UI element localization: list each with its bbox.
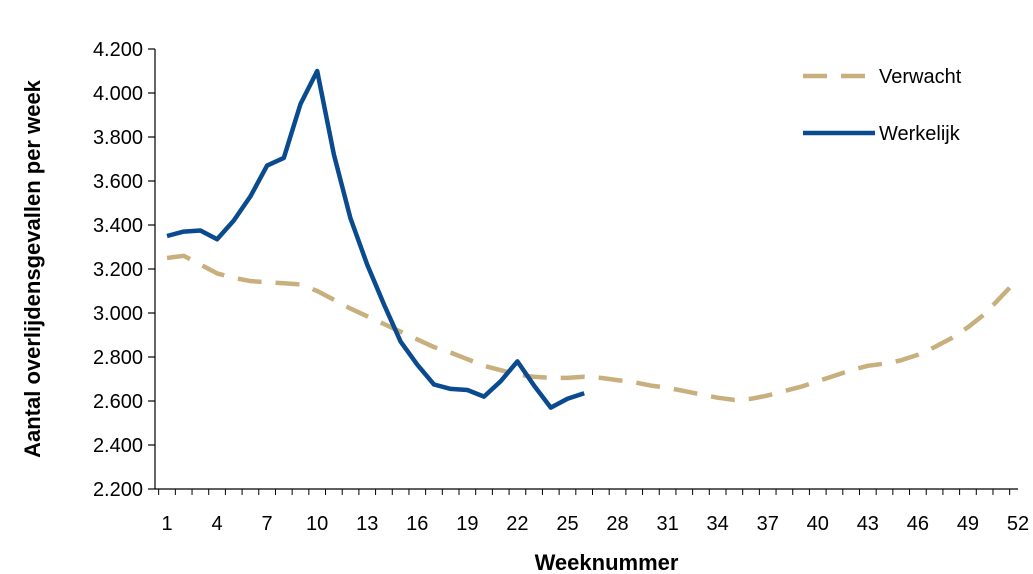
x-tick-label: 4 bbox=[211, 513, 222, 535]
x-tick-label: 10 bbox=[306, 513, 328, 535]
y-tick-label: 2.200 bbox=[93, 479, 143, 501]
y-tick-label: 3.600 bbox=[93, 171, 143, 193]
y-tick-label: 3.400 bbox=[93, 215, 143, 237]
x-tick-label: 46 bbox=[907, 513, 929, 535]
legend-label-werkelijk: Werkelijk bbox=[879, 123, 961, 145]
x-tick-label: 37 bbox=[757, 513, 779, 535]
x-tick-label: 34 bbox=[707, 513, 729, 535]
x-tick-label: 7 bbox=[262, 513, 273, 535]
x-tick-label: 13 bbox=[356, 513, 378, 535]
series-line-werkelijk bbox=[166, 68, 585, 410]
x-tick-label: 16 bbox=[406, 513, 428, 535]
x-tick-label: 1 bbox=[161, 513, 172, 535]
x-ticks: 1 4 7 10 13 16 19 22 25 28 31 34 37 40 43 46 49 52 bbox=[158, 489, 1029, 535]
x-tick-label: 43 bbox=[857, 513, 879, 535]
series-line-verwacht bbox=[166, 253, 1020, 403]
series-layer bbox=[166, 68, 1020, 410]
legend: Verwacht Werkelijk bbox=[803, 66, 962, 145]
y-axis-title: Aantal overlijdensgevallen per week bbox=[20, 79, 45, 458]
y-tick-label: 3.000 bbox=[93, 303, 143, 325]
y-tick-label: 3.200 bbox=[93, 259, 143, 281]
y-tick-label: 2.600 bbox=[93, 391, 143, 413]
y-tick-label: 4.200 bbox=[93, 39, 143, 61]
y-tick-label: 4.000 bbox=[93, 83, 143, 105]
legend-label-verwacht: Verwacht bbox=[879, 66, 962, 88]
x-tick-label: 25 bbox=[556, 513, 578, 535]
x-tick-label: 40 bbox=[807, 513, 829, 535]
y-tick-label: 3.800 bbox=[93, 127, 143, 149]
y-ticks: 2.200 2.400 2.600 2.800 3.000 3.200 3.400 3.600… bbox=[93, 39, 155, 501]
x-tick-label: 31 bbox=[656, 513, 678, 535]
y-tick-label: 2.800 bbox=[93, 347, 143, 369]
x-tick-label: 52 bbox=[1007, 513, 1029, 535]
x-tick-label: 28 bbox=[606, 513, 628, 535]
x-tick-label: 22 bbox=[506, 513, 528, 535]
x-axis-title: Weeknummer bbox=[535, 550, 679, 574]
y-tick-label: 2.400 bbox=[93, 435, 143, 457]
x-tick-label: 49 bbox=[957, 513, 979, 535]
x-tick-label: 19 bbox=[456, 513, 478, 535]
plot-area: 2.200 2.400 2.600 2.800 3.000 3.200 3.400 3.600… bbox=[93, 39, 1029, 535]
